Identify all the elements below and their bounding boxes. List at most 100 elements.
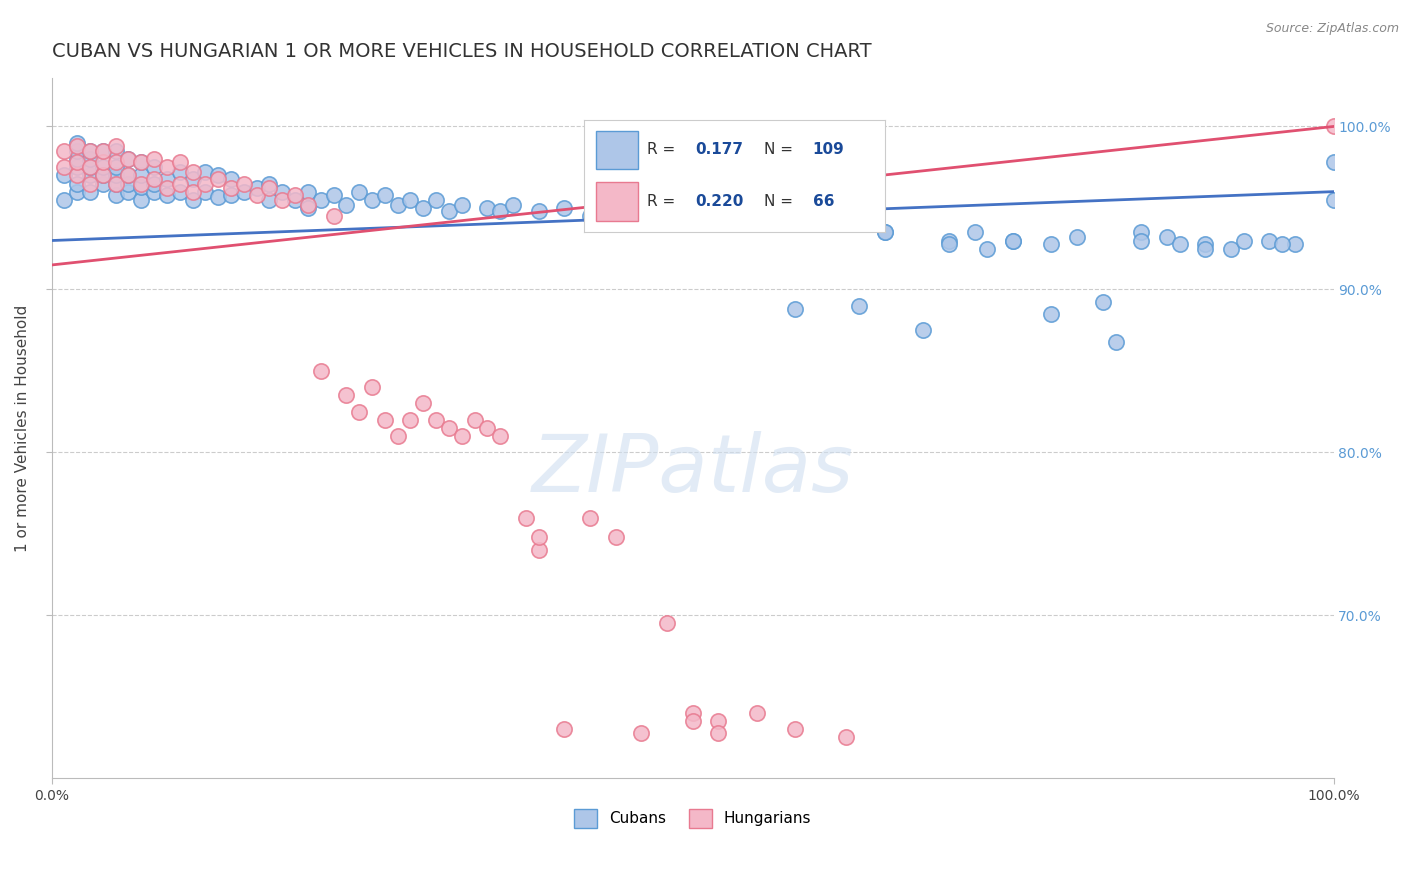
- Point: [553, 723, 575, 737]
- Point: [412, 396, 434, 410]
- Point: [259, 181, 281, 195]
- Point: [104, 177, 127, 191]
- Point: [1104, 334, 1126, 349]
- Point: [91, 144, 114, 158]
- Point: [181, 171, 204, 186]
- Point: [1220, 242, 1243, 256]
- Point: [194, 177, 217, 191]
- Point: [963, 226, 986, 240]
- Point: [1233, 234, 1256, 248]
- Point: [605, 530, 627, 544]
- Point: [464, 413, 486, 427]
- Point: [335, 197, 357, 211]
- Point: [53, 144, 76, 158]
- Point: [91, 144, 114, 158]
- Point: [502, 197, 524, 211]
- Point: [707, 209, 730, 223]
- Point: [219, 171, 242, 186]
- Point: [207, 171, 229, 186]
- Point: [156, 188, 179, 202]
- Text: ZIPatlas: ZIPatlas: [531, 431, 853, 509]
- Point: [169, 177, 191, 191]
- Point: [143, 171, 166, 186]
- Point: [450, 197, 472, 211]
- Point: [643, 209, 665, 223]
- Point: [1001, 234, 1024, 248]
- Point: [1040, 307, 1063, 321]
- Point: [194, 165, 217, 179]
- Point: [66, 136, 89, 150]
- Point: [579, 209, 602, 223]
- Point: [527, 543, 550, 558]
- Point: [938, 236, 960, 251]
- Point: [387, 429, 409, 443]
- Point: [129, 155, 152, 169]
- Y-axis label: 1 or more Vehicles in Household: 1 or more Vehicles in Household: [15, 304, 30, 551]
- Point: [91, 160, 114, 174]
- Point: [1130, 234, 1153, 248]
- Point: [1091, 295, 1114, 310]
- Point: [976, 242, 998, 256]
- Point: [66, 139, 89, 153]
- Point: [810, 209, 832, 223]
- Point: [181, 185, 204, 199]
- Point: [297, 201, 319, 215]
- Point: [259, 177, 281, 191]
- Point: [437, 204, 460, 219]
- Point: [399, 193, 422, 207]
- Point: [66, 177, 89, 191]
- Point: [297, 185, 319, 199]
- Legend: Cubans, Hungarians: Cubans, Hungarians: [568, 803, 817, 834]
- Point: [374, 413, 396, 427]
- Point: [194, 185, 217, 199]
- Point: [53, 169, 76, 183]
- Point: [1271, 236, 1294, 251]
- Point: [117, 169, 139, 183]
- Point: [156, 160, 179, 174]
- Point: [399, 413, 422, 427]
- Point: [271, 193, 294, 207]
- Point: [322, 209, 344, 223]
- Point: [489, 429, 512, 443]
- Point: [79, 144, 101, 158]
- Point: [117, 177, 139, 191]
- Point: [425, 193, 447, 207]
- Point: [515, 510, 537, 524]
- Point: [66, 152, 89, 166]
- Point: [104, 155, 127, 169]
- Point: [143, 160, 166, 174]
- Point: [79, 144, 101, 158]
- Point: [129, 177, 152, 191]
- Point: [246, 188, 269, 202]
- Point: [271, 185, 294, 199]
- Point: [1322, 193, 1344, 207]
- Point: [912, 323, 935, 337]
- Point: [1168, 236, 1191, 251]
- Point: [783, 723, 806, 737]
- Point: [617, 204, 640, 219]
- Point: [873, 226, 896, 240]
- Point: [605, 197, 627, 211]
- Point: [450, 429, 472, 443]
- Point: [873, 226, 896, 240]
- Point: [361, 193, 384, 207]
- Point: [91, 177, 114, 191]
- Point: [66, 155, 89, 169]
- Point: [938, 234, 960, 248]
- Point: [477, 421, 499, 435]
- Point: [53, 160, 76, 174]
- Point: [129, 193, 152, 207]
- Point: [79, 177, 101, 191]
- Point: [143, 185, 166, 199]
- Point: [1322, 155, 1344, 169]
- Point: [117, 169, 139, 183]
- Point: [207, 189, 229, 203]
- Point: [412, 201, 434, 215]
- Point: [104, 169, 127, 183]
- Point: [835, 217, 858, 231]
- Point: [79, 185, 101, 199]
- Point: [181, 193, 204, 207]
- Point: [477, 201, 499, 215]
- Point: [246, 181, 269, 195]
- Point: [91, 155, 114, 169]
